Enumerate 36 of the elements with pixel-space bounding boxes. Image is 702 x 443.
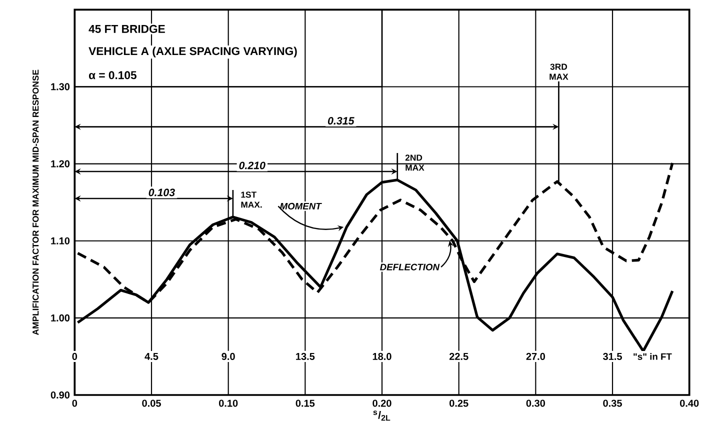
x2-tick-label: 9.0	[222, 352, 235, 360]
y-tick-label: 1.20	[51, 160, 70, 168]
x-axis-title: $^{s}$/$_{2L}$	[373, 410, 390, 421]
x2-tick-label: 22.5	[449, 352, 468, 360]
x2-tick-label: 31.5	[603, 352, 622, 360]
annotation: 0.210	[239, 162, 266, 170]
x-tick-label: 0.05	[142, 400, 161, 407]
x2-tick-label: 0	[72, 352, 78, 360]
x-tick-label: 0.40	[680, 400, 699, 407]
x2-tick-label: 18.0	[372, 352, 392, 360]
y-tick-label: 1.00	[51, 314, 70, 322]
x2-tick-label: 13.5	[296, 352, 315, 360]
x-tick-label: 0.35	[603, 400, 622, 407]
x2-tick-label: 27.0	[526, 352, 545, 360]
y-tick-label: 1.10	[51, 237, 70, 244]
text: MOMENT	[280, 202, 322, 210]
annotation: 2ND MAX	[405, 154, 424, 171]
text: VEHICLE A (AXLE SPACING VARYING)	[88, 46, 297, 58]
annotation: α = 0.105	[89, 71, 136, 80]
annotation: 3RD MAX	[550, 64, 568, 80]
x-tick-label: 0.30	[526, 400, 545, 407]
x-tick-label: 0	[72, 400, 78, 407]
annotation: 1ST MAX.	[241, 192, 262, 208]
x-tick-label: 0.20	[372, 400, 392, 407]
y-tick-label: 1.30	[51, 83, 70, 90]
annotation: 0.103	[148, 188, 175, 196]
annotation: 0.315	[328, 116, 354, 125]
text: 45 FT BRIDGE	[88, 24, 165, 33]
y-tick-label: 0.90	[50, 391, 70, 399]
x2-axis-title: "s" in FT	[634, 353, 672, 360]
x-tick-label: 0.25	[450, 400, 468, 407]
x2-tick-label: 4.5	[144, 352, 158, 360]
y-axis-title: AMPLIFICATION FACTOR FOR MAXIMUM MID-SPAN RESPONSE	[32, 70, 39, 336]
text: DEFLECTION	[380, 264, 440, 270]
x-tick-label: 0.10	[219, 400, 238, 407]
x-tick-label: 0.15	[296, 400, 315, 407]
